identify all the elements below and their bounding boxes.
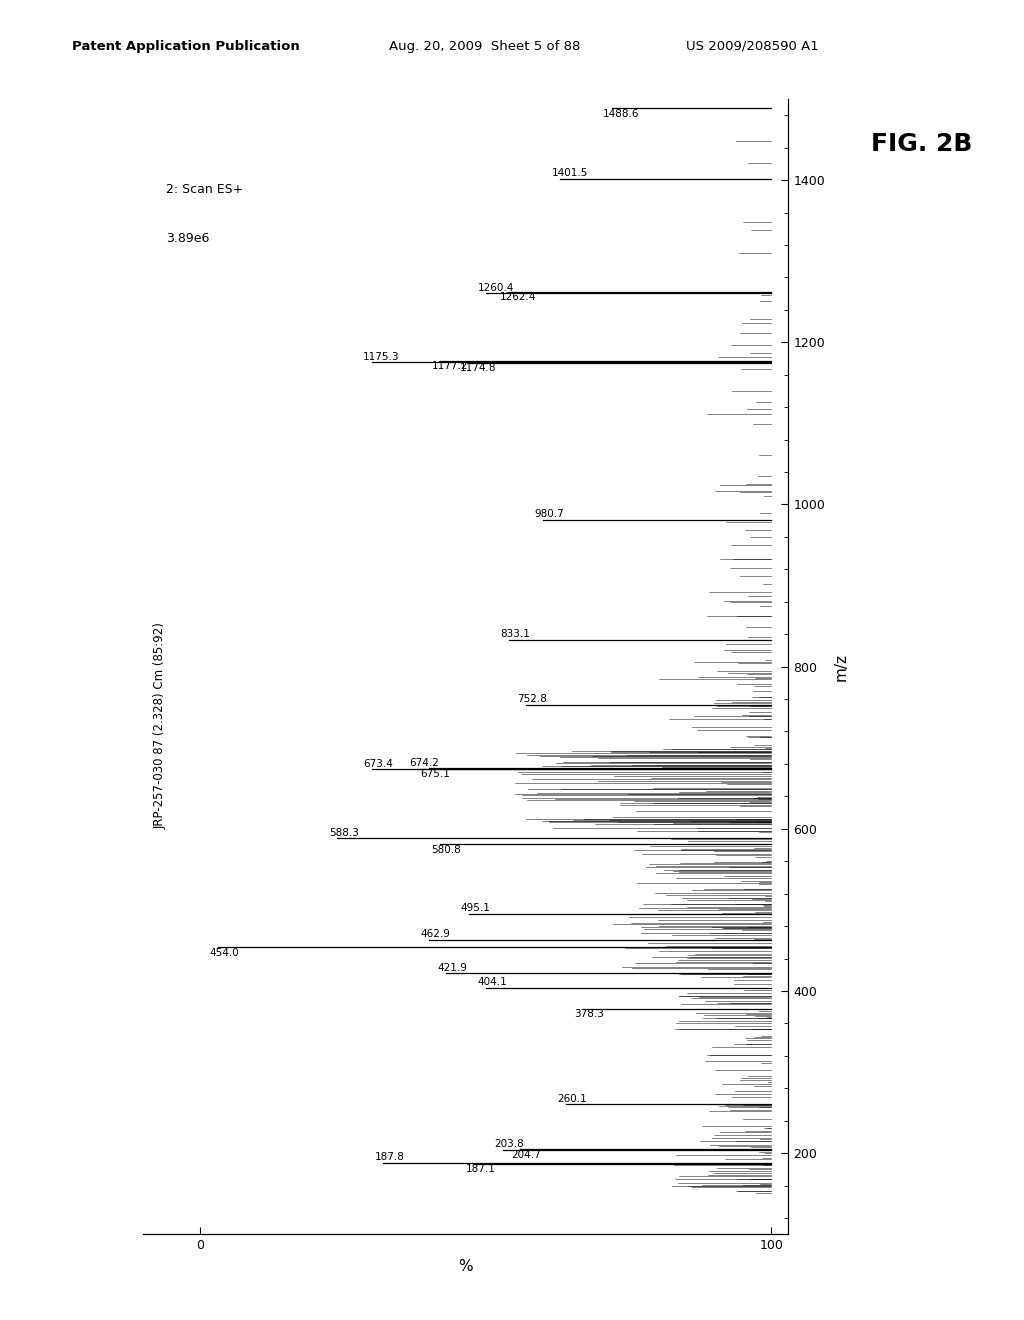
Text: 833.1: 833.1 (500, 630, 530, 639)
Text: 673.4: 673.4 (364, 759, 393, 768)
Text: 1177.2: 1177.2 (432, 362, 468, 371)
Text: 260.1: 260.1 (557, 1094, 587, 1104)
Text: US 2009/208590 A1: US 2009/208590 A1 (686, 40, 819, 53)
Text: 187.1: 187.1 (466, 1164, 496, 1175)
Text: 1262.4: 1262.4 (500, 292, 537, 302)
Text: 421.9: 421.9 (437, 962, 467, 973)
Text: 674.2: 674.2 (409, 758, 438, 768)
Text: FIG. 2B: FIG. 2B (871, 132, 973, 156)
Text: Patent Application Publication: Patent Application Publication (72, 40, 299, 53)
Text: 1174.8: 1174.8 (460, 363, 497, 374)
Y-axis label: m/z: m/z (834, 652, 849, 681)
Text: 752.8: 752.8 (517, 694, 547, 704)
Text: 187.8: 187.8 (375, 1152, 404, 1163)
Text: Aug. 20, 2009  Sheet 5 of 88: Aug. 20, 2009 Sheet 5 of 88 (389, 40, 581, 53)
Text: 404.1: 404.1 (477, 977, 507, 987)
Text: 454.0: 454.0 (209, 948, 239, 958)
Text: 1488.6: 1488.6 (603, 110, 639, 119)
Text: 588.3: 588.3 (329, 828, 358, 838)
Text: 3.89e6: 3.89e6 (166, 232, 210, 246)
Text: 203.8: 203.8 (495, 1139, 524, 1150)
Text: 462.9: 462.9 (420, 929, 451, 940)
Text: 378.3: 378.3 (574, 1010, 604, 1019)
Text: 495.1: 495.1 (460, 903, 490, 913)
Text: 580.8: 580.8 (432, 845, 462, 855)
Text: 980.7: 980.7 (535, 510, 564, 519)
Text: 1260.4: 1260.4 (477, 282, 514, 293)
X-axis label: %: % (459, 1259, 473, 1274)
Text: 1401.5: 1401.5 (552, 168, 588, 178)
Text: 675.1: 675.1 (420, 768, 451, 779)
Text: 1175.3: 1175.3 (364, 351, 399, 362)
Text: 204.7: 204.7 (512, 1150, 542, 1160)
Text: 2: Scan ES+: 2: Scan ES+ (166, 183, 244, 197)
Text: JRP-257-030 87 (2.328) Cm (85:92): JRP-257-030 87 (2.328) Cm (85:92) (154, 622, 167, 829)
